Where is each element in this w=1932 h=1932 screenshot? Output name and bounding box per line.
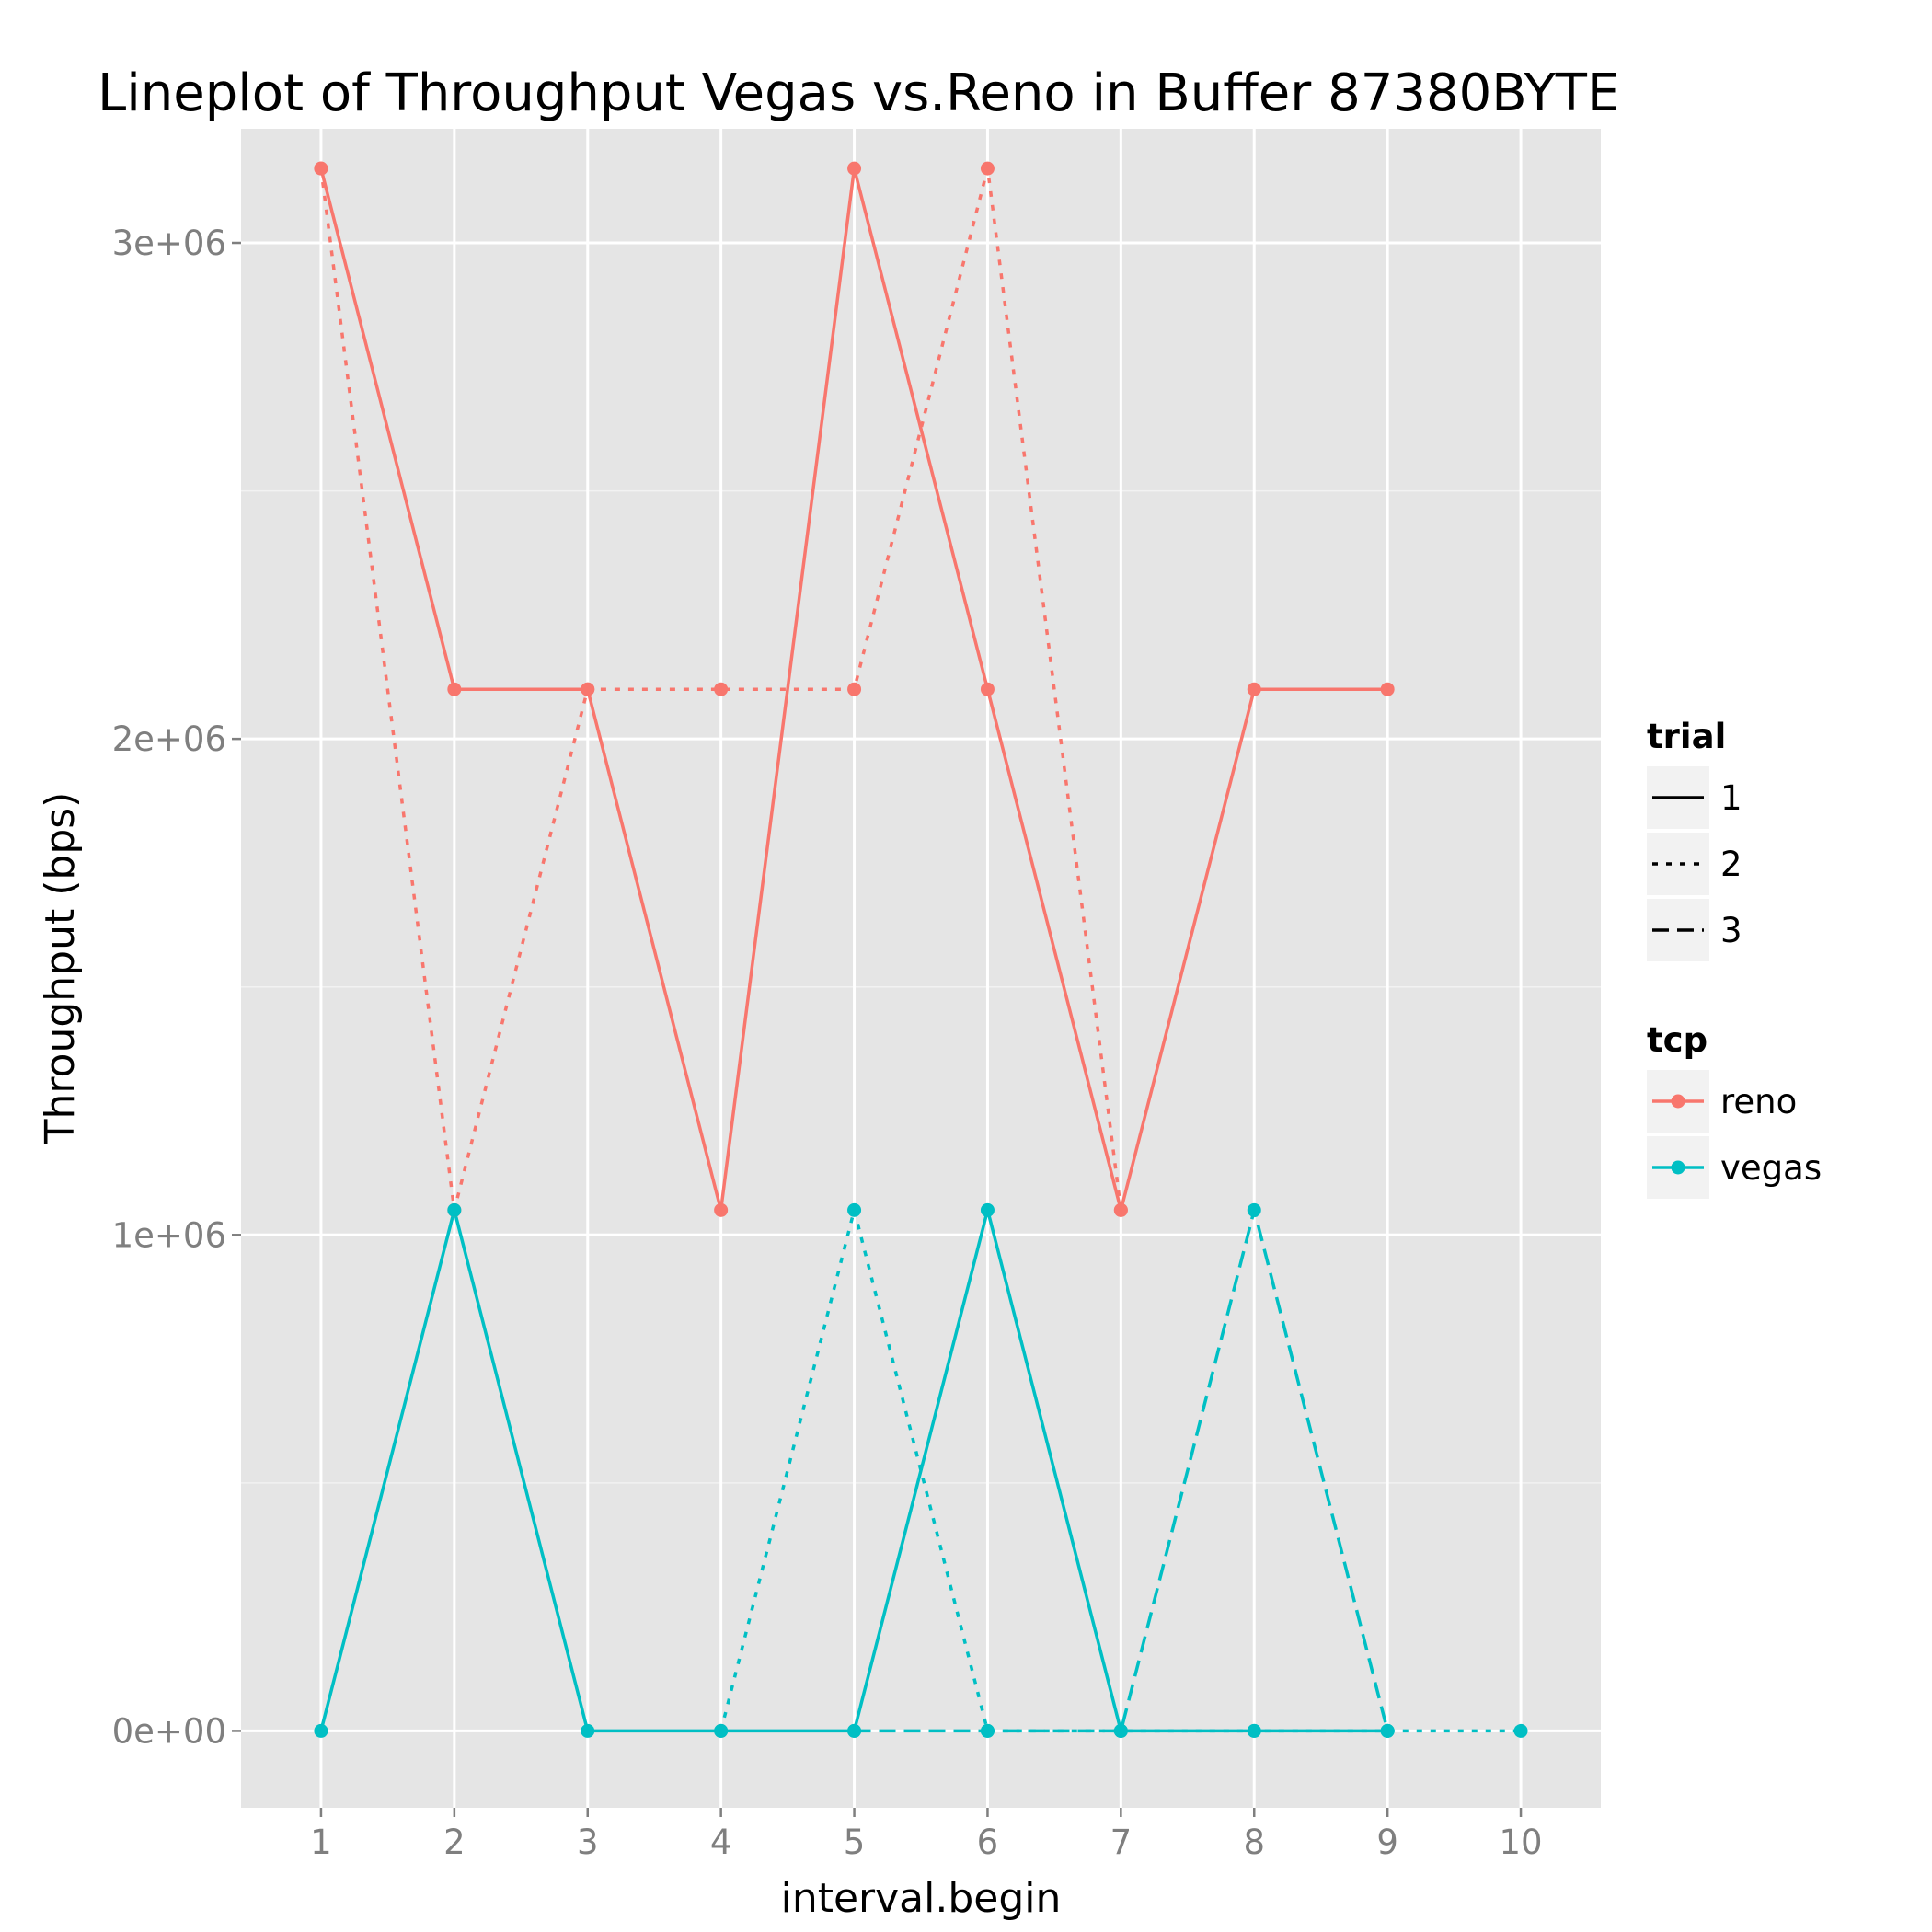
data-point-reno-trial-1 [847, 161, 862, 176]
data-point-vegas-trial-2 [1513, 1723, 1528, 1738]
plot-panel [241, 129, 1601, 1808]
data-point-reno-trial-2 [714, 682, 729, 696]
y-tick-label: 1e+06 [112, 1215, 226, 1255]
series-layer [314, 161, 1528, 1738]
data-point-vegas-trial-1 [447, 1202, 462, 1217]
data-point-reno-trial-1 [1380, 682, 1395, 696]
major-gridlines [241, 129, 1601, 1808]
x-tick-label: 3 [577, 1823, 599, 1862]
x-tick-label: 6 [977, 1823, 999, 1862]
data-point-vegas-trial-3 [1113, 1723, 1128, 1738]
x-tick-label: 10 [1500, 1823, 1543, 1862]
legend-label-trial-1: 1 [1720, 778, 1742, 818]
data-point-vegas-trial-3 [1380, 1723, 1395, 1738]
data-point-vegas-trial-2 [1247, 1723, 1261, 1738]
data-point-reno-trial-1 [980, 682, 995, 696]
x-tick-label: 9 [1376, 1823, 1398, 1862]
legend-point-tcp-vegas [1671, 1160, 1685, 1175]
legend-label-tcp-vegas: vegas [1720, 1148, 1822, 1188]
legend-label-trial-2: 2 [1720, 845, 1742, 884]
data-point-reno-trial-2 [847, 682, 862, 696]
data-point-vegas-trial-1 [581, 1723, 595, 1738]
x-tick-label: 2 [443, 1823, 466, 1862]
data-point-vegas-trial-3 [1247, 1202, 1261, 1217]
chart-title: Lineplot of Throughput Vegas vs.Reno in … [98, 63, 1619, 123]
data-point-vegas-trial-1 [314, 1723, 328, 1738]
data-point-reno-trial-2 [1113, 1202, 1128, 1217]
legend-title-trial: trial [1647, 717, 1726, 756]
series-line-vegas-trial-3 [854, 1208, 1389, 1733]
y-axis-title: Throughput (bps) [37, 792, 84, 1145]
data-point-vegas-trial-3 [847, 1723, 862, 1738]
data-point-reno-trial-1 [447, 682, 462, 696]
legend-point-tcp-reno [1671, 1094, 1685, 1109]
legend-label-tcp-reno: reno [1720, 1082, 1797, 1121]
x-tick-label: 7 [1110, 1823, 1133, 1862]
x-axis-title: interval.begin [781, 1875, 1062, 1922]
x-tick-label: 5 [844, 1823, 866, 1862]
minor-gridlines [241, 489, 1601, 1484]
data-point-vegas-trial-1 [980, 1202, 995, 1217]
data-point-reno-trial-1 [714, 1202, 729, 1217]
data-point-reno-trial-2 [581, 682, 595, 696]
data-point-reno-trial-2 [314, 161, 328, 176]
x-tick-label: 4 [710, 1823, 732, 1862]
y-tick-label: 0e+00 [112, 1711, 226, 1751]
legend-title-tcp: tcp [1647, 1020, 1708, 1060]
data-point-vegas-trial-2 [714, 1723, 729, 1738]
y-tick-label: 3e+06 [112, 224, 226, 263]
x-axis: 1 2 3 4 5 6 7 8 9 10 [310, 1808, 1543, 1862]
y-tick-label: 2e+06 [112, 719, 226, 759]
legend-label-trial-3: 3 [1720, 911, 1742, 950]
data-point-reno-trial-1 [1247, 682, 1261, 696]
x-tick-label: 8 [1243, 1823, 1265, 1862]
data-point-reno-trial-2 [980, 161, 995, 176]
data-point-vegas-trial-3 [980, 1723, 995, 1738]
data-point-vegas-trial-2 [847, 1202, 862, 1217]
x-tick-label: 1 [310, 1823, 332, 1862]
y-axis: 0e+00 1e+06 2e+06 3e+06 [112, 224, 241, 1751]
